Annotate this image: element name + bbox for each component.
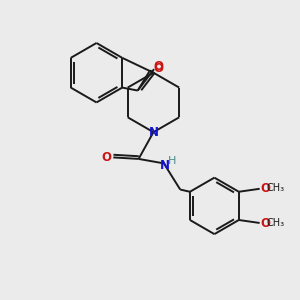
Text: O: O	[154, 60, 164, 73]
Text: O: O	[260, 182, 270, 195]
Text: CH₃: CH₃	[267, 184, 285, 194]
Text: CH₃: CH₃	[267, 218, 285, 228]
Text: O: O	[102, 151, 112, 164]
Text: N: N	[148, 126, 158, 139]
Text: O: O	[153, 62, 164, 75]
Text: H: H	[168, 156, 176, 166]
Text: O: O	[260, 217, 270, 230]
Text: N: N	[159, 159, 170, 172]
